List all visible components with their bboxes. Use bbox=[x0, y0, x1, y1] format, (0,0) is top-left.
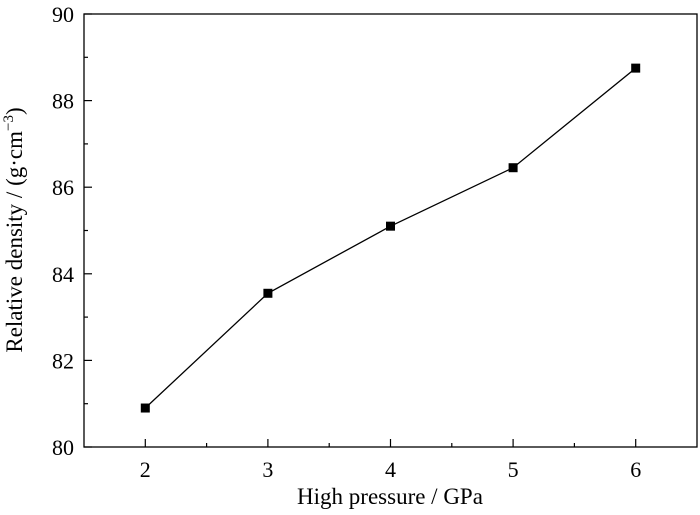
y-tick-label: 84 bbox=[52, 262, 74, 287]
x-tick-label: 2 bbox=[140, 457, 151, 482]
series-line bbox=[144, 67, 637, 409]
y-tick-label: 90 bbox=[52, 2, 74, 27]
data-point bbox=[631, 63, 641, 73]
data-point bbox=[386, 221, 395, 231]
y-axis-title: Relative density / (g·cm−3) bbox=[1, 107, 27, 352]
tick-labels: 2 3 4 5 6 80 82 84 86 88 90 bbox=[52, 2, 641, 482]
y-tick-label: 82 bbox=[52, 348, 74, 373]
y-tick-label: 80 bbox=[52, 435, 74, 460]
y-tick-label: 86 bbox=[52, 175, 74, 200]
x-axis-title: High pressure / GPa bbox=[297, 484, 483, 509]
data-point bbox=[263, 288, 273, 298]
y-axis-title-main: Relative density / (g·cm bbox=[2, 131, 27, 353]
x-tick-label: 6 bbox=[630, 457, 641, 482]
y-axis-title-superscript: −3 bbox=[1, 115, 17, 131]
x-tick-label: 4 bbox=[385, 457, 396, 482]
data-point bbox=[140, 403, 150, 413]
y-axis-title-close: ) bbox=[2, 107, 27, 115]
data-series bbox=[140, 63, 641, 413]
x-tick-label: 5 bbox=[508, 457, 519, 482]
axis-ticks bbox=[84, 13, 637, 448]
y-tick-label: 88 bbox=[52, 89, 74, 114]
x-tick-label: 3 bbox=[262, 457, 273, 482]
data-point bbox=[508, 163, 518, 173]
